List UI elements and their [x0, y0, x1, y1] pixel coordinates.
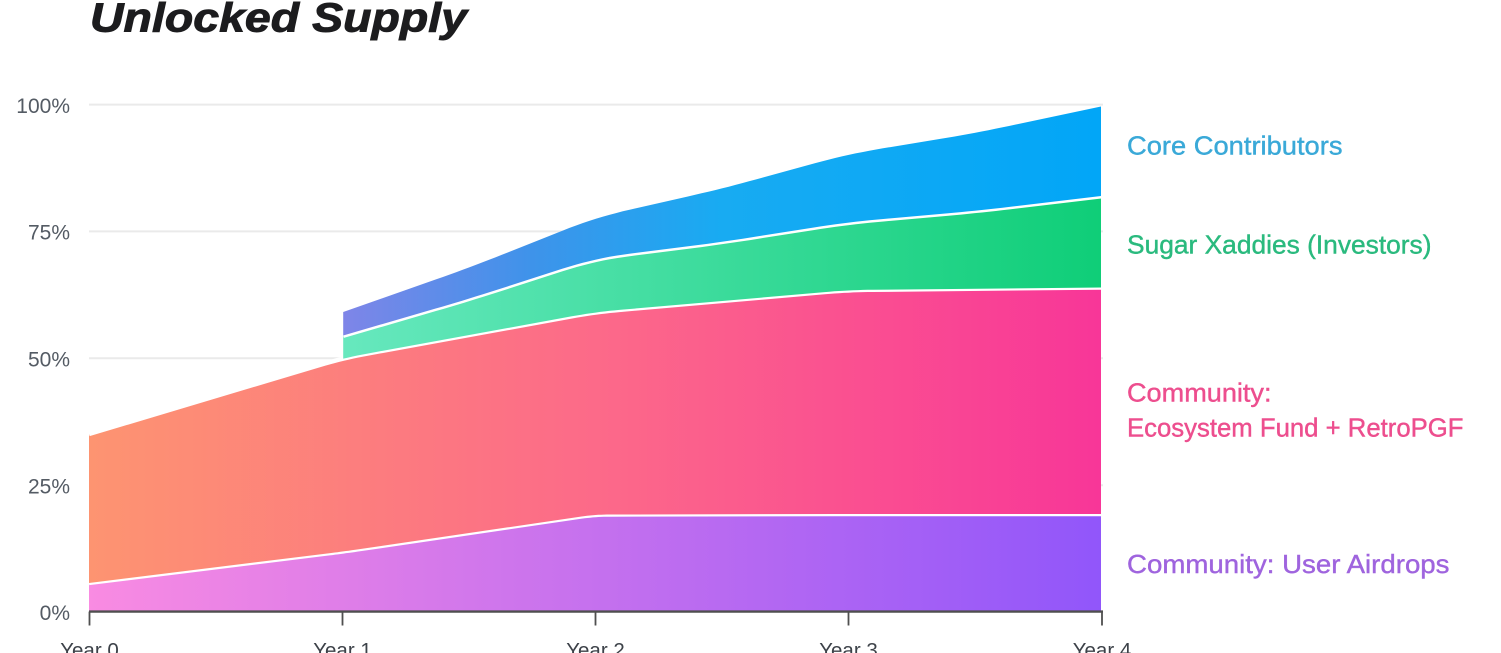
svg-text:Core Contributors: Core Contributors — [1127, 130, 1343, 160]
svg-text:100%: 100% — [16, 95, 70, 118]
svg-text:50%: 50% — [28, 349, 70, 372]
svg-text:75%: 75% — [28, 222, 70, 245]
svg-text:Ecosystem Fund + RetroPGF: Ecosystem Fund + RetroPGF — [1127, 413, 1464, 443]
svg-text:Year 3: Year 3 — [819, 639, 878, 653]
svg-text:Community:: Community: — [1127, 378, 1272, 408]
svg-text:25%: 25% — [28, 475, 70, 498]
svg-text:Year 1: Year 1 — [313, 639, 372, 653]
svg-text:Year 0: Year 0 — [60, 639, 119, 653]
svg-text:Year 2: Year 2 — [566, 639, 625, 653]
svg-text:0%: 0% — [40, 602, 70, 625]
svg-text:Year 4: Year 4 — [1073, 639, 1132, 653]
svg-text:Sugar Xaddies (Investors): Sugar Xaddies (Investors) — [1127, 230, 1432, 260]
svg-text:Unlocked Supply: Unlocked Supply — [90, 0, 470, 41]
svg-text:Community: User Airdrops: Community: User Airdrops — [1127, 549, 1450, 579]
